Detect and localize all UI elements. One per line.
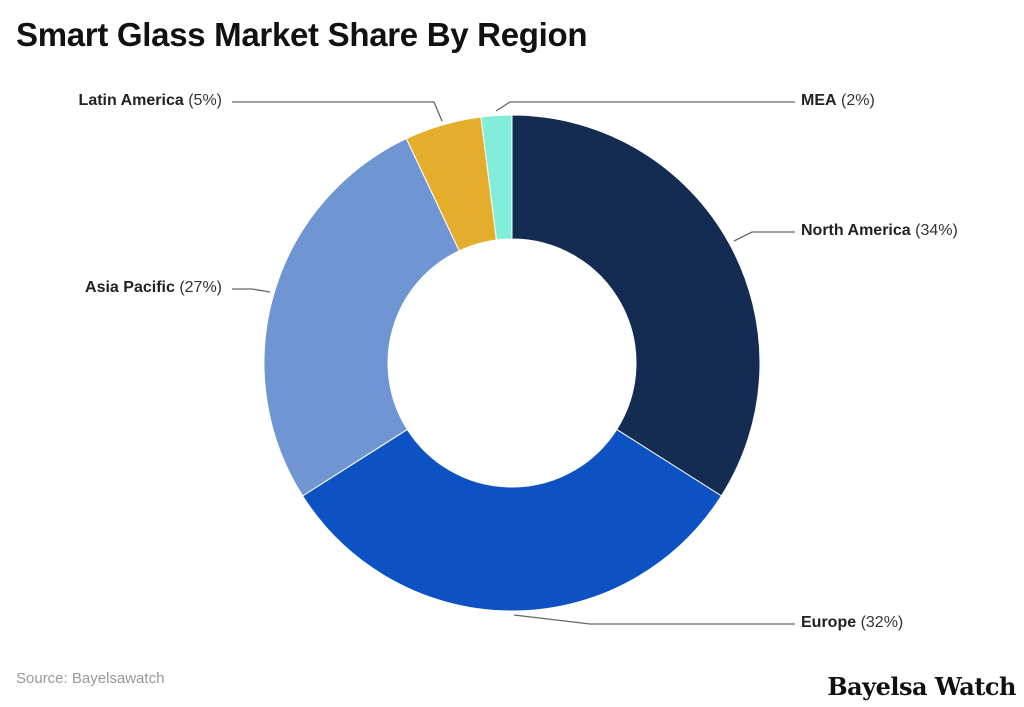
slice-europe <box>301 428 723 612</box>
label-north-america: North America (34%) <box>801 222 958 239</box>
slice-mea <box>480 114 513 241</box>
leader-line-mea <box>495 101 795 112</box>
leader-line-europe <box>513 614 795 625</box>
leader-line-north-america <box>733 231 795 242</box>
label-europe: Europe (32%) <box>801 614 904 631</box>
label-latin-america: Latin America (5%) <box>78 92 222 109</box>
source-note: Source: Bayelsawatch <box>16 670 165 687</box>
label-asia-pacific: Asia Pacific (27%) <box>85 279 222 296</box>
donut-slices <box>263 114 761 612</box>
slice-north-america <box>511 114 761 497</box>
leader-line-latin-america <box>232 101 443 122</box>
leader-lines <box>232 101 795 625</box>
slice-asia-pacific <box>263 137 460 497</box>
chart-title: Smart Glass Market Share By Region <box>16 16 588 53</box>
brand-logo: Bayelsa Watch <box>827 672 1016 701</box>
leader-line-asia-pacific <box>232 288 271 293</box>
label-mea: MEA (2%) <box>801 92 875 109</box>
